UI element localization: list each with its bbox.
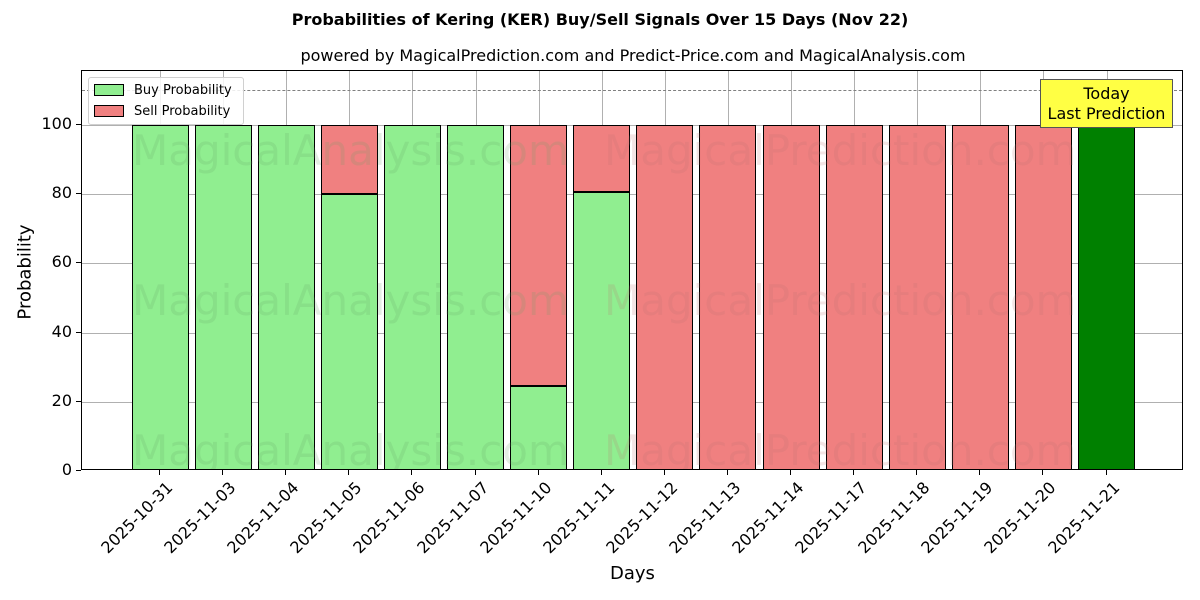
- reference-line: [82, 90, 1182, 92]
- gridline-h: [82, 332, 1182, 334]
- bar-sell: [888, 125, 946, 469]
- x-tick-mark: [726, 470, 728, 475]
- bar-sell: [762, 125, 820, 469]
- plot-area: MagicalAnalysis.comMagicalPrediction.com…: [81, 70, 1183, 470]
- bar-buy: [131, 125, 189, 469]
- legend-sell-label: Sell Probability: [134, 103, 231, 119]
- gridline-h: [82, 263, 1182, 265]
- bar-buy: [510, 386, 568, 469]
- y-tick-label: 20: [51, 390, 72, 410]
- x-tick-mark: [979, 470, 981, 475]
- y-axis-label: Probability: [14, 224, 36, 320]
- x-tick-mark: [853, 470, 855, 475]
- bar-buy: [447, 125, 504, 469]
- bar-sell: [510, 125, 568, 387]
- y-tick-mark: [76, 124, 81, 125]
- x-tick-mark: [537, 470, 539, 475]
- y-tick-label: 100: [41, 114, 72, 133]
- x-axis-label: Days: [610, 563, 655, 584]
- sell-swatch-icon: [94, 105, 124, 117]
- x-tick-mark: [474, 470, 476, 475]
- x-tick-mark: [1105, 470, 1107, 475]
- y-tick-mark: [76, 193, 81, 195]
- y-tick-label: 0: [61, 460, 72, 479]
- bar-buy: [194, 125, 252, 469]
- x-tick-mark: [600, 470, 602, 475]
- y-tick-label: 40: [51, 321, 72, 341]
- bar-buy: [383, 125, 441, 469]
- y-tick-mark: [76, 400, 81, 402]
- x-tick-mark: [663, 470, 665, 475]
- bar-sell: [825, 125, 883, 469]
- legend-item-buy: Buy Probability: [94, 81, 232, 99]
- bar-sell: [699, 125, 757, 469]
- bar-sell: [636, 125, 694, 469]
- legend: Buy Probability Sell Probability: [88, 77, 244, 125]
- y-tick-mark: [76, 262, 81, 264]
- x-tick-mark: [1042, 470, 1044, 475]
- x-tick-mark: [348, 470, 350, 475]
- buy-swatch-icon: [94, 84, 124, 96]
- bar-sell: [1014, 125, 1072, 469]
- x-tick-mark: [916, 470, 918, 475]
- bar-buy: [1078, 125, 1135, 469]
- x-tick-mark: [159, 470, 160, 475]
- chart-title: Probabilities of Kering (KER) Buy/Sell S…: [291, 10, 909, 29]
- x-tick-mark: [285, 470, 287, 475]
- chart-subtitle: powered by MagicalPrediction.com and Pre…: [300, 46, 966, 65]
- annotation-line-1: Today: [1083, 84, 1130, 103]
- bar-buy: [257, 125, 315, 469]
- today-annotation: Today Last Prediction: [1040, 79, 1173, 128]
- y-tick-mark: [76, 470, 81, 471]
- bar-sell: [320, 125, 378, 195]
- x-tick-mark: [411, 470, 413, 475]
- bar-buy: [320, 194, 378, 469]
- gridline-h: [82, 125, 1182, 126]
- legend-buy-label: Buy Probability: [134, 82, 232, 98]
- bar-buy: [573, 192, 631, 469]
- gridline-h: [82, 401, 1182, 403]
- annotation-line-2: Last Prediction: [1047, 104, 1166, 123]
- y-tick-label: 80: [51, 183, 72, 203]
- gridline-h: [82, 194, 1182, 196]
- y-tick-label: 60: [51, 252, 72, 272]
- x-tick-mark: [790, 470, 791, 475]
- bar-sell: [573, 125, 631, 193]
- y-tick-mark: [76, 331, 81, 333]
- legend-item-sell: Sell Probability: [94, 102, 230, 120]
- bar-sell: [951, 125, 1009, 469]
- x-tick-mark: [222, 470, 224, 475]
